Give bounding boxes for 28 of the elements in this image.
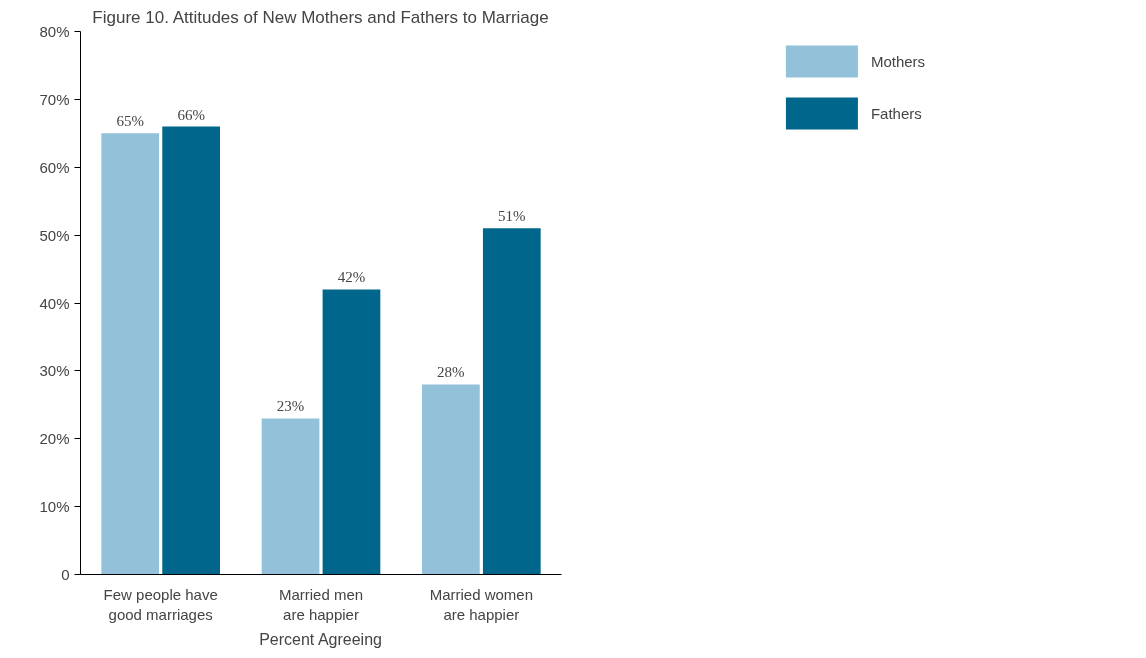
chart-title: Figure 10. Attitudes of New Mothers and Fathers to Marriage xyxy=(92,7,549,27)
x-tick-label: Few people have good marriages xyxy=(103,585,218,623)
y-tick-label: 0 xyxy=(61,566,70,583)
x-tick-label: Married women are happier xyxy=(429,585,534,623)
legend-label: Mothers xyxy=(870,52,926,70)
y-tick-label: 40% xyxy=(39,294,70,312)
data-label: 23% xyxy=(276,398,305,415)
bar xyxy=(482,228,541,575)
bar xyxy=(162,126,220,575)
data-label: 66% xyxy=(177,106,205,123)
data-label: 28% xyxy=(437,364,465,381)
data-label: 65% xyxy=(116,113,144,130)
bar xyxy=(422,384,480,575)
y-tick-label: 20% xyxy=(39,430,70,448)
y-tick-label: 80% xyxy=(39,23,70,40)
bar xyxy=(261,418,320,575)
bar xyxy=(101,133,160,575)
x-axis-title: Percent Agreeing xyxy=(259,630,382,648)
legend-label: Fathers xyxy=(870,104,922,122)
data-label: 51% xyxy=(498,208,526,225)
y-tick-label: 30% xyxy=(39,362,70,380)
x-tick-label: Married men are happier xyxy=(278,585,364,623)
data-label: 42% xyxy=(337,269,366,286)
y-tick-label: 70% xyxy=(39,90,70,108)
bar xyxy=(322,289,381,575)
y-tick-label: 10% xyxy=(39,498,70,516)
y-tick-label: 60% xyxy=(39,158,70,176)
y-tick-label: 50% xyxy=(39,226,70,244)
